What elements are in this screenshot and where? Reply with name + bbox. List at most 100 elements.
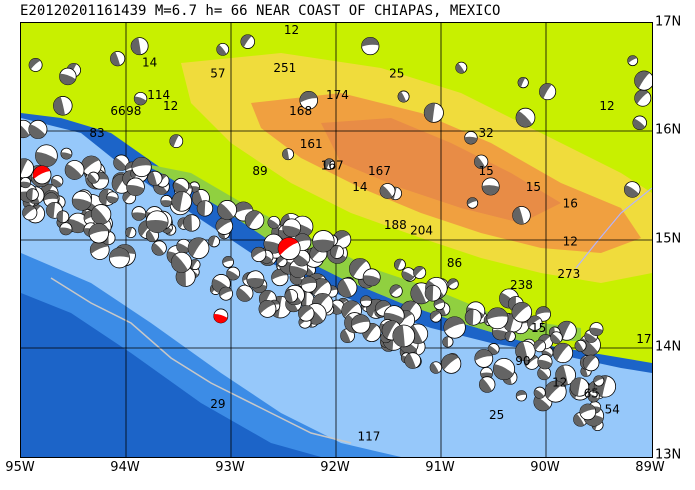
beachball xyxy=(515,340,536,362)
beachball xyxy=(443,316,466,339)
beachball xyxy=(512,206,531,225)
depth-label: 98 xyxy=(126,104,141,118)
depth-label: 14 xyxy=(352,180,367,194)
depth-label: 12 xyxy=(599,99,614,113)
beachball xyxy=(504,330,516,342)
beachball xyxy=(533,386,546,399)
depth-label: 167 xyxy=(321,158,344,172)
beachball xyxy=(632,115,647,130)
depth-label: 188 xyxy=(384,218,407,232)
beachball xyxy=(298,305,315,322)
depth-label: 174 xyxy=(326,88,349,102)
seismicity-map: 12 251 174 25 12 32 15 15 16 12 204 188 167 168 161 167… xyxy=(20,22,653,458)
beachball xyxy=(492,357,516,381)
depth-label: 12 xyxy=(163,99,178,113)
beachball xyxy=(337,277,358,298)
beachball xyxy=(593,375,605,387)
beachball xyxy=(240,34,256,49)
beachball xyxy=(537,354,553,370)
depth-label: 273 xyxy=(557,267,580,281)
depth-label: 204 xyxy=(410,224,433,238)
beachball xyxy=(56,210,70,224)
beachball xyxy=(87,171,100,184)
border-line xyxy=(575,187,652,269)
depth-label: 14 xyxy=(142,55,157,69)
map-title: E20120201161439 M=6.7 h= 66 NEAR COAST O… xyxy=(20,3,501,19)
beachball xyxy=(515,390,527,402)
beachball xyxy=(587,390,600,403)
beachball xyxy=(28,119,48,139)
beachball xyxy=(282,148,295,161)
beachball xyxy=(569,377,590,397)
beachball xyxy=(60,147,73,160)
beachball xyxy=(429,310,442,323)
beachball xyxy=(442,336,454,348)
beachball xyxy=(258,299,277,318)
depth-label: 12 xyxy=(563,234,578,248)
beachball xyxy=(53,96,73,116)
beachball xyxy=(360,295,372,308)
beachball xyxy=(330,245,344,259)
depth-label: 90 xyxy=(515,354,530,368)
lat-label-15: 15N xyxy=(655,231,682,247)
beachball xyxy=(90,204,112,225)
beachball xyxy=(108,247,130,269)
depth-label: 178 xyxy=(636,332,652,346)
depth-label: 12 xyxy=(284,23,299,37)
beachball xyxy=(429,361,443,374)
lon-label-93: 93W xyxy=(215,460,245,475)
beachball xyxy=(634,89,652,107)
beachball xyxy=(550,331,563,344)
depth-label: 25 xyxy=(489,408,504,422)
beachball xyxy=(624,181,641,198)
beachball xyxy=(474,154,489,169)
beachball xyxy=(217,200,238,220)
lat-label-17: 17N xyxy=(655,14,682,30)
beachball xyxy=(88,223,109,244)
focal-mechanisms xyxy=(21,34,652,432)
beachball xyxy=(515,107,536,128)
beachball xyxy=(392,324,416,348)
beachball xyxy=(244,210,265,230)
beachball xyxy=(267,215,281,229)
beachball xyxy=(424,285,442,302)
beachball xyxy=(183,214,201,232)
beachball xyxy=(517,77,529,89)
depth-label: 117 xyxy=(358,430,381,444)
beachball xyxy=(130,37,149,56)
depth-label: 57 xyxy=(210,66,225,80)
beachball xyxy=(487,343,500,355)
beachball xyxy=(394,258,406,271)
lon-label-90: 90W xyxy=(530,460,560,475)
beachball xyxy=(147,170,163,186)
beachball xyxy=(404,352,422,369)
beachball xyxy=(300,276,318,293)
beachball xyxy=(169,134,184,149)
beachball xyxy=(125,226,137,239)
mainshock-beachball xyxy=(277,237,301,261)
beachball xyxy=(433,298,446,311)
beachball xyxy=(389,284,403,298)
beachball xyxy=(110,51,126,67)
beachball xyxy=(627,55,639,67)
lon-label-89: 89W xyxy=(635,460,665,475)
beachball xyxy=(196,200,214,217)
lon-label-92: 92W xyxy=(320,460,350,475)
beachball xyxy=(486,307,509,330)
beachball xyxy=(579,403,597,421)
beachball xyxy=(299,91,319,110)
beachball xyxy=(215,217,234,235)
beachball xyxy=(251,246,267,263)
beachball xyxy=(481,177,500,196)
beachball xyxy=(208,235,220,248)
beachball xyxy=(131,206,147,221)
beachball xyxy=(552,342,574,364)
depth-label: 86 xyxy=(447,256,462,270)
beachball xyxy=(282,218,302,238)
beachball xyxy=(466,197,479,209)
depth-label: 32 xyxy=(478,126,493,140)
depth-label: 89 xyxy=(252,164,267,178)
beachball xyxy=(216,43,230,56)
beachball xyxy=(323,158,336,170)
